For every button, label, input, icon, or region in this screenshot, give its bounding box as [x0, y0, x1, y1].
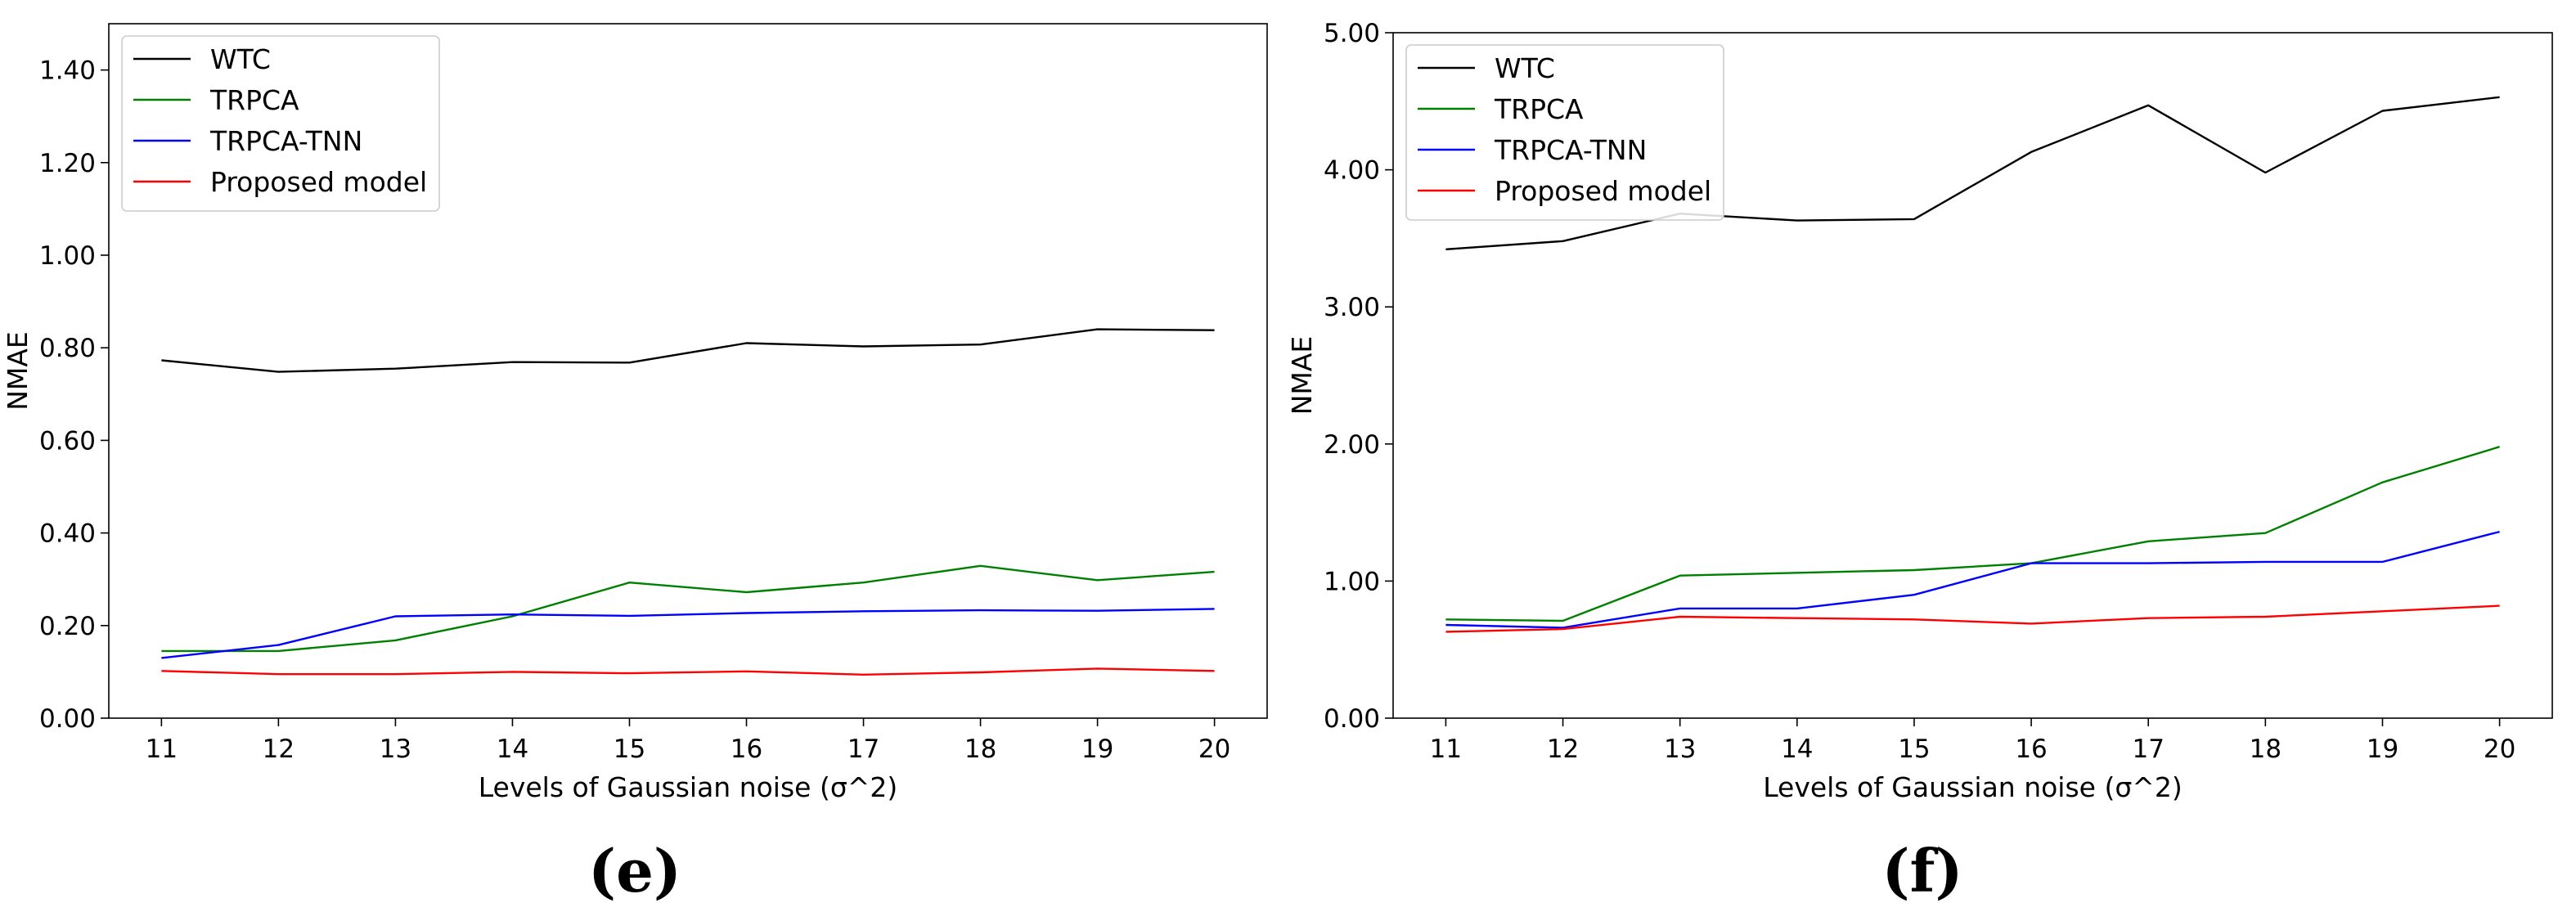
panel-label: (e)	[588, 836, 681, 905]
x-tick-label: 14	[1781, 735, 1813, 764]
legend-box	[1405, 44, 1724, 221]
y-axis-title: NMAE	[2, 331, 34, 411]
legend-label-trpca: TRPCA	[1494, 93, 1584, 125]
x-tick-label: 20	[1198, 735, 1230, 764]
y-tick-label: 0.60	[39, 426, 96, 456]
x-tick-label: 19	[2367, 735, 2398, 764]
legend-label-wtc: WTC	[210, 43, 271, 75]
y-tick-label: 0.40	[39, 519, 96, 549]
chart-panel-1: 0.00 1.00 2.00 3.00 4.00 5.00 11 12 13 14 15 16 17 18…	[1286, 19, 2553, 905]
legend-label-wtc: WTC	[1495, 52, 1555, 84]
y-tick-label: 2.00	[1324, 430, 1380, 460]
panel-label: (f)	[1881, 836, 1962, 905]
y-tick-label: 1.20	[39, 149, 96, 178]
chart-panel-0: 0.00 0.20 0.40 0.60 0.80 1.00 1.20 1.40 11 12 13 14…	[2, 23, 1268, 905]
x-tick-label: 15	[614, 735, 645, 764]
x-tick-label: 11	[146, 735, 178, 764]
x-tick-label: 15	[1898, 735, 1930, 764]
y-tick-label: 1.00	[39, 241, 96, 271]
x-tick-label: 11	[1430, 735, 1462, 764]
series-line-proposed-model	[1445, 604, 2500, 633]
x-tick-label: 13	[380, 735, 411, 764]
legend-label-proposed-model: Proposed model	[210, 166, 427, 198]
legend-label-proposed-model: Proposed model	[1495, 175, 1711, 207]
x-tick-label: 12	[1547, 735, 1579, 764]
legend-label-trpca: TRPCA	[209, 84, 299, 116]
x-tick-label: 13	[1664, 735, 1696, 764]
series-line-trpca	[1445, 446, 2500, 622]
x-tick-label: 14	[497, 735, 528, 764]
x-tick-label: 16	[2015, 735, 2047, 764]
series-line-wtc	[161, 328, 1215, 373]
x-axis-title: Levels of Gaussian noise (σ^2)	[479, 771, 898, 803]
series-line-proposed-model	[161, 667, 1215, 676]
legend-label-trpca-tnn: TRPCA-TNN	[209, 125, 362, 157]
x-axis-title: Levels of Gaussian noise (σ^2)	[1763, 771, 2183, 803]
x-tick-label: 17	[847, 735, 879, 764]
y-tick-label: 4.00	[1324, 156, 1380, 186]
plot-frame	[1392, 32, 2553, 719]
x-tick-label: 18	[964, 735, 996, 764]
series-line-wtc	[1445, 96, 2500, 250]
x-tick-label: 12	[263, 735, 294, 764]
y-tick-label: 0.00	[39, 704, 96, 734]
x-tick-label: 17	[2132, 735, 2164, 764]
y-tick-label: 0.00	[1324, 704, 1380, 734]
x-tick-label: 18	[2250, 735, 2282, 764]
y-tick-label: 0.20	[39, 612, 96, 641]
plot-frame	[108, 23, 1268, 719]
x-tick-label: 20	[2484, 735, 2515, 764]
y-tick-label: 3.00	[1324, 293, 1380, 322]
x-tick-label: 16	[731, 735, 762, 764]
y-tick-label: 1.40	[39, 56, 96, 86]
y-tick-label: 1.00	[1324, 567, 1380, 596]
series-line-trpca-tnn	[161, 608, 1215, 659]
series-line-trpca	[161, 564, 1215, 653]
y-tick-label: 0.80	[39, 334, 96, 363]
y-axis-title: NMAE	[1286, 336, 1318, 416]
series-line-trpca-tnn	[1445, 530, 2500, 629]
legend-box	[121, 35, 440, 212]
x-tick-label: 19	[1081, 735, 1113, 764]
legend-label-trpca-tnn: TRPCA-TNN	[1494, 134, 1647, 166]
y-tick-label: 5.00	[1324, 19, 1380, 48]
